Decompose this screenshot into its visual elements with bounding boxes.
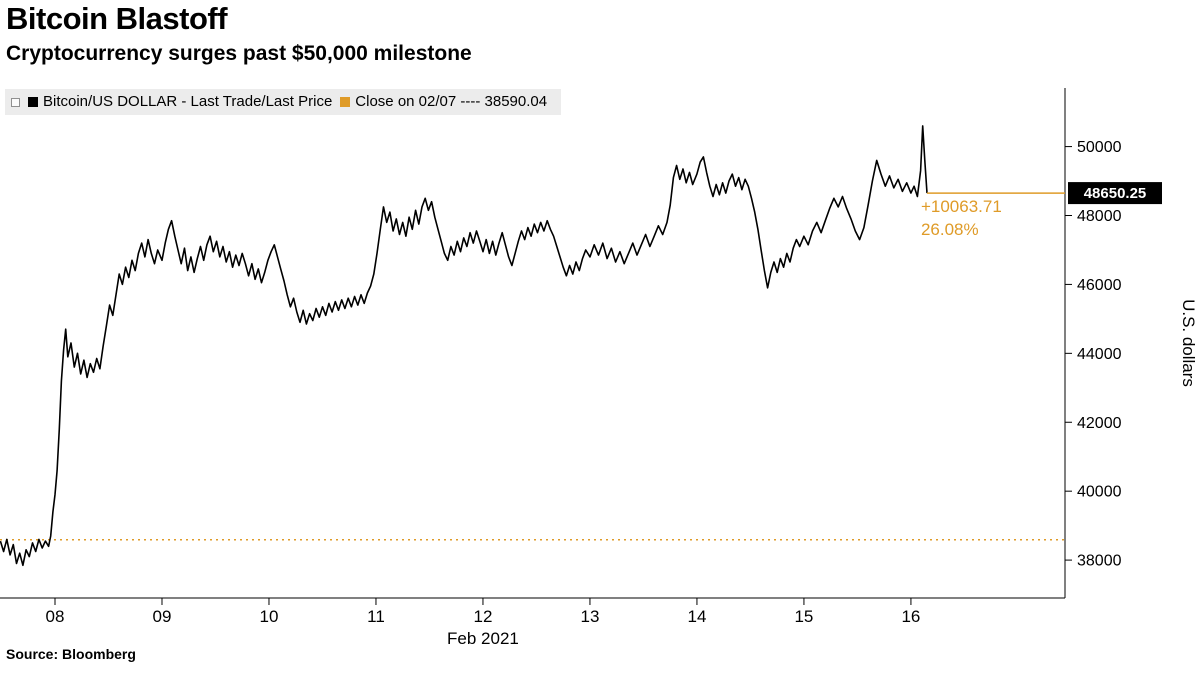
x-tick-label: 10 xyxy=(260,607,279,626)
legend-item-close[interactable]: Close on 02/07 ---- 38590.04 xyxy=(340,94,547,110)
x-tick-label: 13 xyxy=(580,607,599,626)
x-axis-title: Feb 2021 xyxy=(447,629,519,648)
x-tick-label: 09 xyxy=(153,607,172,626)
last-price-label: 48650.25 xyxy=(1084,185,1147,202)
y-tick-label: 50000 xyxy=(1077,139,1122,156)
legend-series-label: Bitcoin/US DOLLAR - Last Trade/Last Pric… xyxy=(43,93,333,110)
close-swatch-icon xyxy=(340,97,351,107)
y-axis-title: U.S. dollars xyxy=(1179,299,1198,387)
y-tick-label: 40000 xyxy=(1077,484,1122,501)
x-tick-label: 14 xyxy=(687,607,706,626)
annotation-percent: 26.08% xyxy=(921,220,979,239)
y-tick-label: 44000 xyxy=(1077,346,1122,363)
x-tick-label: 08 xyxy=(46,607,65,626)
x-tick-label: 11 xyxy=(367,607,385,626)
annotation-change: +10063.71 xyxy=(921,197,1002,216)
price-line xyxy=(0,125,928,567)
series-swatch-icon xyxy=(28,97,38,107)
x-tick-label: 12 xyxy=(474,607,493,626)
annotation-pin-icon xyxy=(11,97,20,107)
price-chart: 38000 40000 42000 44000 46000 48000 50000 08 09 1… xyxy=(0,88,1198,648)
chart-legend: Bitcoin/US DOLLAR - Last Trade/Last Pric… xyxy=(5,89,562,115)
y-tick-label: 46000 xyxy=(1077,277,1122,294)
x-tick-label: 15 xyxy=(794,607,813,626)
legend-close-label: Close on 02/07 ---- 38590.04 xyxy=(355,93,548,110)
y-tick-label: 42000 xyxy=(1077,415,1122,432)
x-tick-label: 16 xyxy=(901,607,920,626)
last-price-box xyxy=(1068,182,1162,205)
legend-item-series[interactable]: Bitcoin/US DOLLAR - Last Trade/Last Pric… xyxy=(28,94,332,110)
y-tick-label: 48000 xyxy=(1077,208,1122,225)
page-subtitle: Cryptocurrency surges past $50,000 miles… xyxy=(6,42,472,65)
page-title: Bitcoin Blastoff xyxy=(6,1,228,36)
source-attribution: Source: Bloomberg xyxy=(6,646,136,662)
y-tick-label: 38000 xyxy=(1077,553,1122,570)
